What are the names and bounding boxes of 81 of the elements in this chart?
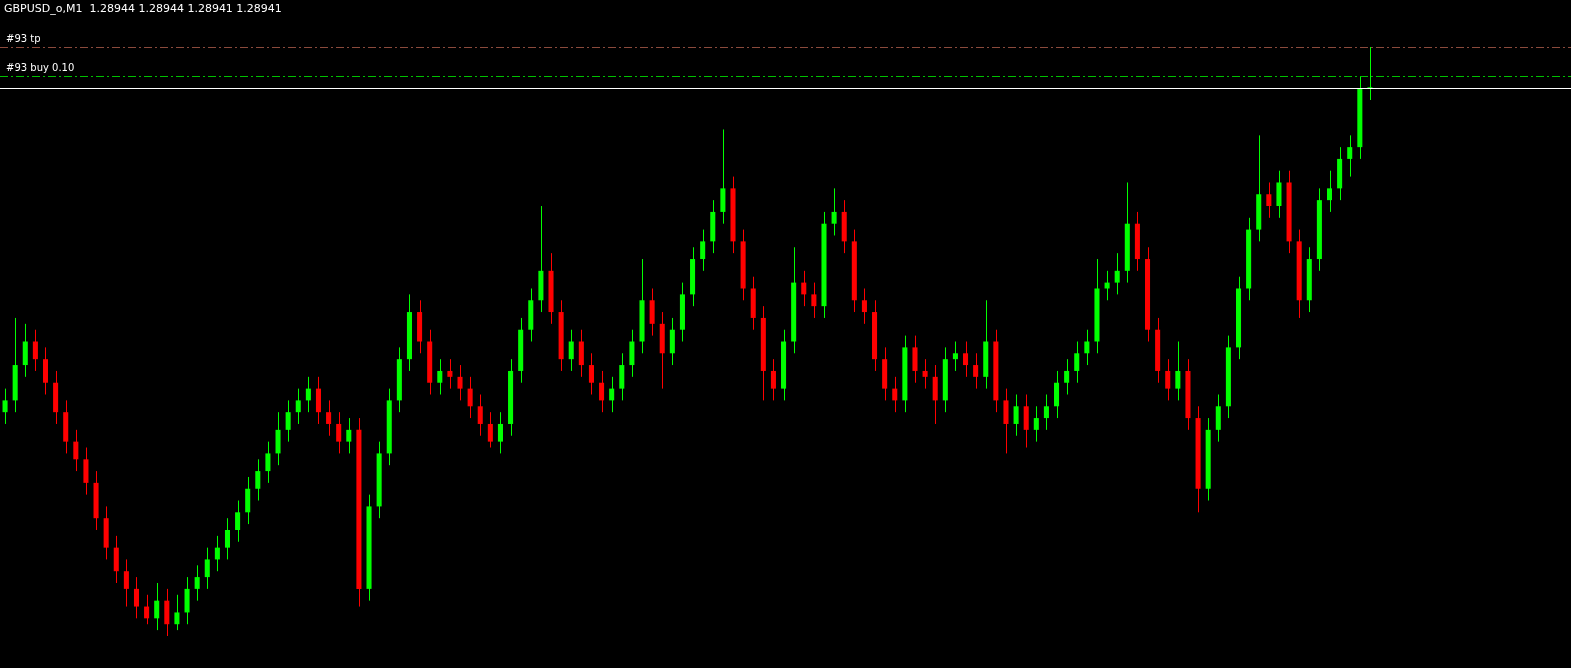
- candlestick: [609, 376, 615, 413]
- candlestick: [315, 376, 321, 425]
- candlestick: [305, 376, 311, 413]
- ref-line-label: #93 tp: [6, 33, 41, 45]
- candlestick: [326, 399, 332, 437]
- candlestick: [487, 411, 493, 449]
- chart-title: GBPUSD_o,M1 1.28944 1.28944 1.28941 1.28941: [4, 2, 282, 15]
- candlestick: [133, 576, 140, 619]
- candlestick: [477, 394, 483, 437]
- candlestick: [144, 594, 150, 625]
- candlestick: [497, 411, 503, 454]
- candlestick: [194, 564, 200, 602]
- candlestick: [174, 594, 180, 631]
- candlestick: [811, 282, 817, 319]
- candlestick: [578, 329, 584, 378]
- candlestick: [2, 388, 8, 425]
- candlestick: [801, 270, 807, 307]
- candlestick: [214, 535, 220, 572]
- candlestick: [1074, 341, 1080, 384]
- candlestick: [295, 388, 301, 425]
- candlestick: [22, 323, 28, 378]
- candlestick: [1003, 388, 1009, 454]
- candlestick: [952, 341, 958, 372]
- candlestick: [83, 447, 89, 496]
- candlestick: [1367, 46, 1373, 101]
- candlestick: [1013, 394, 1019, 437]
- candlestick: [649, 287, 655, 337]
- candlestick: [224, 517, 231, 560]
- candlestick: [669, 317, 675, 366]
- candlestick: [235, 500, 241, 543]
- candlestick: [1276, 170, 1282, 219]
- candlestick: [1175, 341, 1181, 401]
- candlestick: [42, 346, 49, 396]
- candlestick: [1114, 252, 1120, 295]
- candlestick: [447, 358, 453, 390]
- candlestick: [973, 352, 979, 390]
- candlestick: [184, 576, 190, 625]
- candlestick: [73, 429, 79, 472]
- candlestick: [1347, 134, 1353, 178]
- candlestick: [720, 128, 726, 225]
- candlestick: [1023, 394, 1029, 449]
- candlestick: [285, 399, 291, 443]
- ref-line-label: #93 buy 0.10: [6, 62, 75, 74]
- candlestick: [346, 417, 352, 454]
- candlestick: [437, 358, 443, 396]
- candlestick: [32, 329, 38, 372]
- candlestick: [588, 352, 594, 396]
- candlestick: [1266, 181, 1272, 219]
- candlestick: [770, 358, 776, 401]
- candlestick: [1165, 358, 1171, 401]
- candlestick: [265, 441, 271, 484]
- candlestick: [467, 376, 473, 419]
- candlestick: [861, 287, 867, 325]
- candlestick: [1326, 170, 1333, 213]
- candlestick: [1033, 405, 1039, 443]
- candlestick: [922, 358, 928, 390]
- candlestick: [113, 535, 119, 584]
- candlestick: [568, 329, 574, 372]
- candlestick: [963, 341, 969, 378]
- candlestick: [1215, 394, 1221, 443]
- candlestick: [275, 411, 281, 466]
- candlestick: [1043, 394, 1049, 431]
- candlestick: [123, 558, 129, 608]
- candlestick: [700, 229, 706, 272]
- candlestick: [599, 370, 605, 413]
- candlestick: [457, 364, 463, 401]
- candlestick: [255, 458, 261, 502]
- candlestick: [154, 582, 160, 631]
- candlestick: [912, 335, 918, 384]
- candlestick: [245, 476, 251, 525]
- candlestick: [164, 588, 170, 637]
- candlestick: [892, 376, 898, 413]
- candlestick: [629, 329, 635, 378]
- candlestick: [204, 547, 210, 590]
- candlestick: [932, 364, 938, 425]
- candlestick: [1084, 329, 1090, 366]
- candlestick: [831, 187, 837, 236]
- candlestick: [1054, 370, 1060, 419]
- candlestick: [336, 411, 342, 454]
- candlestick: [619, 352, 625, 401]
- candlestick: [1064, 358, 1070, 396]
